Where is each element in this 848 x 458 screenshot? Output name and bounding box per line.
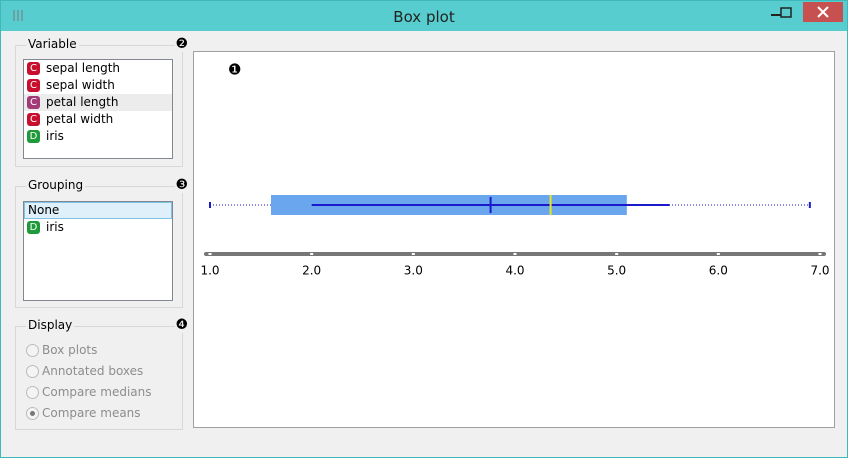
x-tick-label: 1.0	[200, 264, 219, 278]
item-label: sepal width	[46, 78, 115, 92]
item-label: iris	[46, 220, 64, 234]
type-icon: D	[27, 130, 40, 143]
x-tick-label: 7.0	[810, 264, 829, 278]
plot-area: ❶ 1.0 2.0 3.0 4.0 5.0 6.0 7.0	[193, 51, 835, 428]
window-title: Box plot	[393, 8, 455, 26]
type-icon: C	[27, 62, 40, 75]
badge: ❸	[175, 177, 188, 193]
type-icon: D	[27, 221, 40, 234]
radio-option: Annotated boxes	[16, 361, 176, 382]
radio-group: Box plots Annotated boxes Compare medians C…	[16, 340, 176, 424]
x-tick-label: 3.0	[404, 264, 423, 278]
radio-option: Compare medians	[16, 382, 176, 403]
display-group: Display ❹ Box plots Annotated boxes Compar…	[15, 317, 188, 430]
list-item[interactable]: None	[24, 202, 172, 219]
radio-button	[26, 365, 39, 378]
x-tick-label: 4.0	[505, 264, 524, 278]
x-tick-label: 2.0	[302, 264, 321, 278]
type-icon: C	[27, 113, 40, 126]
radio-label: Box plots	[42, 343, 98, 357]
maximize-button[interactable]	[780, 7, 792, 18]
badge: ❷	[175, 36, 188, 52]
group-label: Display	[26, 318, 75, 332]
item-label: petal length	[46, 95, 119, 109]
item-label: petal width	[46, 112, 114, 126]
radio-button	[26, 344, 39, 357]
item-label: None	[28, 203, 60, 217]
box-plot: ❶ 1.0 2.0 3.0 4.0 5.0 6.0 7.0	[200, 61, 829, 278]
type-icon: C	[27, 79, 40, 92]
group-label: Grouping	[26, 178, 86, 192]
radio-label: Compare medians	[42, 385, 152, 399]
radio-button	[26, 407, 39, 420]
badge: ❹	[175, 317, 188, 333]
radio-option: Compare means	[16, 403, 176, 424]
radio-option: Box plots	[16, 340, 176, 361]
x-tick-label: 6.0	[709, 264, 728, 278]
group-label: Variable	[26, 37, 79, 51]
radio-label: Annotated boxes	[42, 364, 144, 378]
x-tick-label: 5.0	[607, 264, 626, 278]
radio-button	[26, 386, 39, 399]
radio-label: Compare means	[42, 406, 141, 420]
item-label: sepal length	[46, 61, 121, 75]
type-icon: C	[27, 96, 40, 109]
item-label: iris	[46, 129, 64, 143]
badge: ❶	[228, 61, 241, 79]
title-bar: Box plot	[1, 1, 847, 31]
title-bar-icons	[13, 2, 843, 22]
